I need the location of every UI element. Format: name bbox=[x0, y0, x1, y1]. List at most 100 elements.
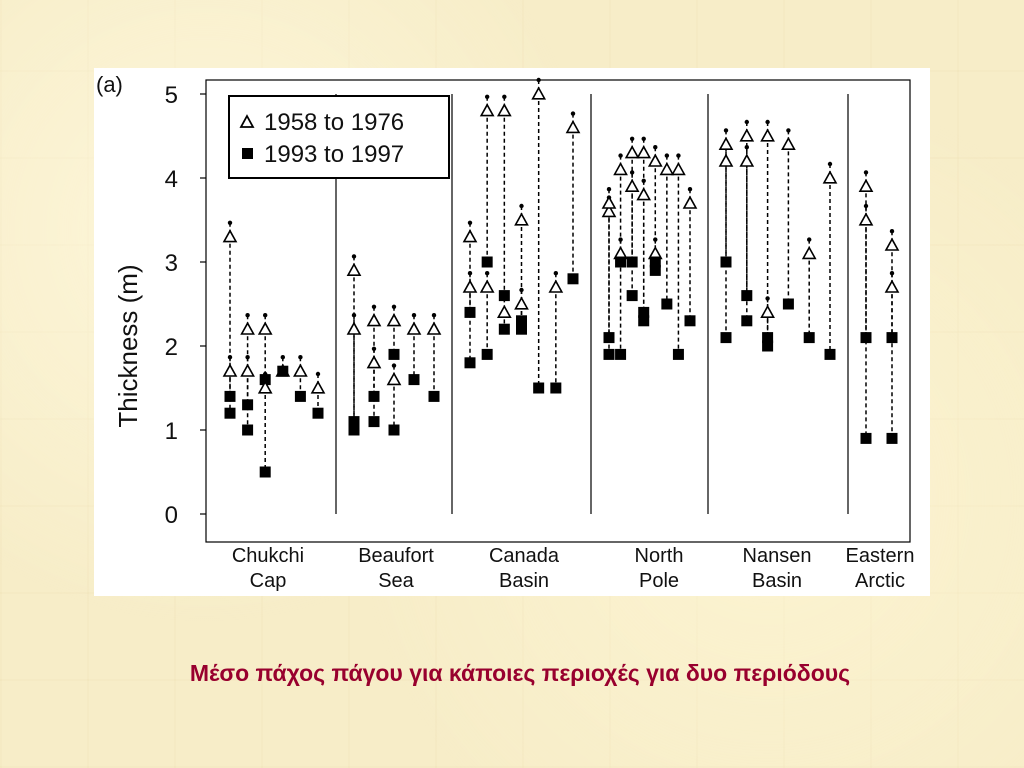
early-triangle-marker bbox=[462, 279, 478, 293]
error-bar-cap bbox=[315, 371, 321, 377]
late-square-marker bbox=[259, 466, 271, 478]
late-square-marker bbox=[567, 273, 579, 285]
early-triangle-marker bbox=[636, 187, 652, 201]
early-triangle-marker bbox=[565, 119, 581, 134]
late-square-marker bbox=[649, 264, 661, 276]
error-bar-cap bbox=[371, 304, 377, 309]
early-triangle-marker bbox=[601, 203, 617, 218]
legend-square-icon bbox=[242, 148, 253, 159]
early-triangle-marker bbox=[293, 363, 308, 377]
error-bar-cap bbox=[519, 203, 524, 209]
error-bar-cap bbox=[570, 111, 576, 116]
error-bar-cap bbox=[227, 355, 233, 360]
figure-panel: (a) Thickness (m) 0 1 2 3 4 5 Chukchi Cap Beaufo… bbox=[94, 68, 930, 596]
panel-label: (a) bbox=[96, 72, 123, 97]
late-square-marker bbox=[464, 306, 476, 318]
early-triangle-marker bbox=[366, 355, 382, 369]
region-label-line1: Eastern bbox=[846, 545, 915, 567]
error-bar-cap bbox=[889, 229, 895, 234]
late-square-marker bbox=[242, 399, 254, 411]
early-triangle-marker bbox=[671, 161, 686, 176]
late-square-marker bbox=[388, 348, 400, 360]
y-tick-label: 2 bbox=[165, 334, 178, 361]
slide-caption: Μέσο πάχος πάγου για κάποιες περιοχές γι… bbox=[189, 660, 851, 686]
early-triangle-marker bbox=[426, 321, 442, 335]
error-bar-cap bbox=[641, 178, 646, 183]
late-square-marker bbox=[638, 306, 650, 318]
y-tick-label: 0 bbox=[165, 502, 178, 529]
late-square-marker bbox=[638, 315, 650, 327]
data-markers bbox=[222, 86, 900, 478]
late-square-marker bbox=[533, 382, 545, 394]
error-bar-cap bbox=[411, 313, 417, 318]
early-triangle-marker bbox=[624, 178, 640, 192]
early-triangle-marker bbox=[257, 321, 273, 335]
late-square-marker bbox=[481, 256, 493, 268]
error-bar-cap bbox=[765, 296, 770, 301]
error-bar-cap bbox=[629, 170, 635, 175]
late-square-marker bbox=[615, 256, 627, 268]
y-tick-label: 4 bbox=[165, 166, 178, 193]
early-triangle-marker bbox=[514, 296, 529, 310]
region-label-line2: Sea bbox=[378, 570, 414, 592]
error-bar-cap bbox=[245, 355, 250, 360]
late-square-marker bbox=[626, 290, 638, 302]
error-bar-cap bbox=[641, 136, 646, 141]
late-square-marker bbox=[368, 390, 380, 402]
late-square-marker bbox=[684, 315, 696, 327]
early-triangle-marker bbox=[462, 229, 478, 243]
early-triangle-marker bbox=[479, 279, 495, 293]
late-square-marker bbox=[428, 390, 440, 402]
late-square-marker bbox=[242, 424, 254, 436]
late-square-marker bbox=[741, 315, 753, 327]
error-bar-cap bbox=[227, 220, 233, 225]
error-bar-cap bbox=[484, 94, 490, 99]
error-bar-cap bbox=[391, 363, 397, 368]
early-triangle-marker bbox=[548, 279, 564, 293]
error-bar-cap bbox=[629, 136, 635, 141]
early-triangle-marker bbox=[781, 136, 796, 150]
early-triangle-marker bbox=[636, 145, 652, 159]
region-label-line1: Nansen bbox=[743, 545, 812, 567]
early-triangle-marker bbox=[760, 304, 775, 318]
error-bar-cap bbox=[351, 313, 357, 318]
early-triangle-marker bbox=[613, 161, 628, 176]
region-label-line2: Basin bbox=[499, 570, 549, 592]
early-triangle-marker bbox=[682, 195, 698, 209]
early-triangle-marker bbox=[386, 313, 402, 327]
early-triangle-marker bbox=[718, 136, 734, 150]
late-square-marker bbox=[348, 424, 360, 436]
region-label-line2: Cap bbox=[250, 570, 287, 592]
early-triangle-marker bbox=[479, 103, 495, 117]
late-square-marker bbox=[388, 424, 400, 436]
early-triangle-marker bbox=[884, 279, 900, 293]
early-triangle-marker bbox=[760, 128, 775, 142]
early-triangle-marker bbox=[257, 380, 273, 394]
plot-frame bbox=[205, 79, 911, 543]
error-bar-cap bbox=[786, 128, 791, 133]
error-bar-cap bbox=[484, 271, 490, 276]
late-square-marker bbox=[720, 332, 732, 344]
error-bar-cap bbox=[431, 313, 437, 318]
late-square-marker bbox=[277, 365, 289, 377]
region-label-line1: Chukchi bbox=[232, 545, 304, 567]
error-bar-cap bbox=[807, 237, 812, 242]
late-square-marker bbox=[824, 348, 836, 360]
error-bar-cap bbox=[723, 128, 729, 133]
late-square-marker bbox=[464, 357, 476, 369]
early-triangle-marker bbox=[647, 153, 663, 167]
error-bar-cap bbox=[653, 145, 658, 150]
late-square-marker bbox=[672, 348, 684, 360]
y-axis-label: Thickness (m) bbox=[113, 264, 143, 427]
early-triangle-marker bbox=[601, 195, 617, 209]
error-bar-cap bbox=[676, 153, 681, 158]
late-square-marker bbox=[603, 332, 615, 344]
late-square-marker bbox=[626, 256, 638, 268]
error-bar-cap bbox=[744, 145, 749, 150]
early-triangle-marker bbox=[406, 321, 422, 335]
late-square-marker bbox=[312, 407, 324, 419]
late-square-marker bbox=[762, 332, 774, 344]
y-tick-label: 3 bbox=[165, 250, 178, 277]
y-tick-label: 1 bbox=[165, 418, 178, 445]
early-triangle-marker bbox=[366, 313, 382, 327]
